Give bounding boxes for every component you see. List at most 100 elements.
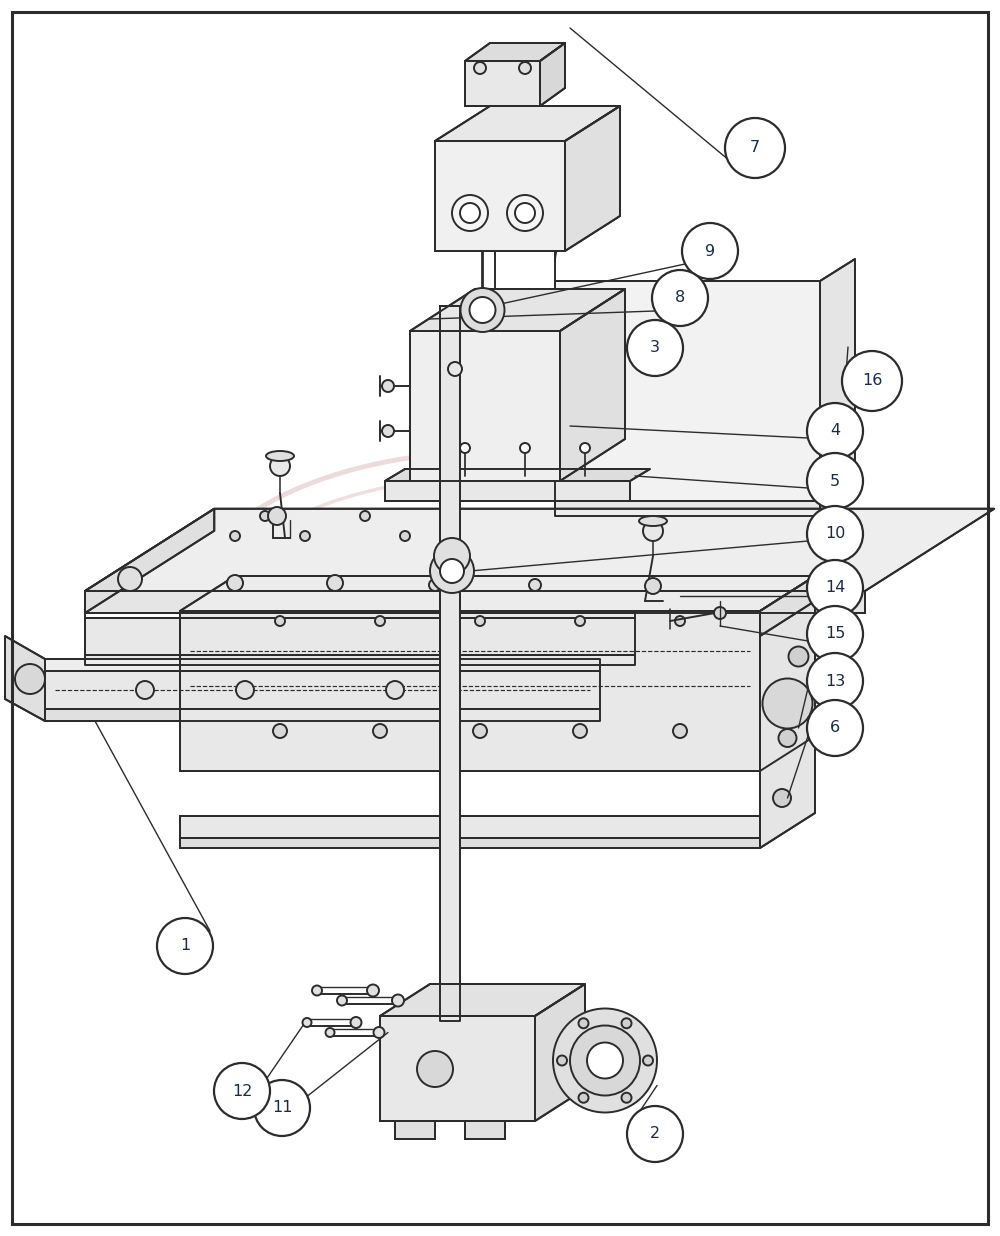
Polygon shape — [180, 576, 815, 611]
Circle shape — [382, 425, 394, 438]
Circle shape — [807, 454, 863, 509]
Circle shape — [807, 606, 863, 662]
Circle shape — [645, 578, 661, 595]
Circle shape — [520, 442, 530, 454]
Circle shape — [460, 442, 470, 454]
Polygon shape — [820, 260, 855, 515]
Circle shape — [622, 1093, 632, 1103]
Circle shape — [326, 1028, 335, 1037]
Polygon shape — [465, 43, 565, 61]
Circle shape — [763, 679, 812, 728]
Circle shape — [214, 1063, 270, 1119]
Circle shape — [553, 1009, 657, 1112]
Circle shape — [268, 507, 286, 525]
Circle shape — [807, 560, 863, 616]
Circle shape — [434, 538, 470, 574]
Circle shape — [460, 203, 480, 222]
Circle shape — [327, 575, 343, 591]
Circle shape — [382, 379, 394, 392]
Circle shape — [807, 700, 863, 756]
Polygon shape — [435, 106, 620, 141]
Text: 12: 12 — [232, 1084, 252, 1099]
Circle shape — [643, 522, 663, 541]
Text: 14: 14 — [825, 581, 845, 596]
Polygon shape — [465, 1121, 505, 1140]
Text: 3: 3 — [650, 340, 660, 356]
Circle shape — [300, 531, 310, 541]
Circle shape — [452, 195, 488, 231]
Circle shape — [643, 1056, 653, 1065]
Circle shape — [627, 1106, 683, 1162]
Text: 13: 13 — [825, 674, 845, 688]
Circle shape — [507, 195, 543, 231]
Text: 5: 5 — [830, 473, 840, 488]
Circle shape — [303, 1018, 312, 1027]
Text: 11: 11 — [272, 1100, 292, 1116]
Circle shape — [386, 681, 404, 700]
Text: 9: 9 — [705, 243, 715, 258]
Polygon shape — [440, 307, 460, 1021]
Circle shape — [312, 985, 322, 995]
Ellipse shape — [266, 451, 294, 461]
Circle shape — [430, 549, 474, 593]
Polygon shape — [435, 141, 565, 251]
Circle shape — [351, 1017, 362, 1028]
Circle shape — [470, 297, 496, 323]
Circle shape — [375, 616, 385, 625]
Circle shape — [337, 995, 347, 1006]
Circle shape — [557, 1056, 567, 1065]
Circle shape — [392, 995, 404, 1006]
Circle shape — [230, 531, 240, 541]
Circle shape — [15, 664, 45, 693]
Circle shape — [587, 1042, 623, 1079]
Polygon shape — [385, 481, 630, 501]
Circle shape — [788, 646, 808, 666]
Polygon shape — [180, 838, 760, 848]
Polygon shape — [85, 509, 994, 591]
Text: 15: 15 — [825, 627, 845, 641]
Circle shape — [773, 789, 791, 807]
Polygon shape — [85, 509, 214, 613]
Circle shape — [778, 729, 796, 747]
Circle shape — [367, 985, 379, 996]
Circle shape — [440, 559, 464, 583]
Circle shape — [474, 62, 486, 74]
Circle shape — [807, 653, 863, 709]
Polygon shape — [380, 984, 585, 1016]
Circle shape — [580, 442, 590, 454]
Text: 8: 8 — [675, 290, 685, 305]
Polygon shape — [535, 984, 585, 1121]
Polygon shape — [45, 659, 600, 671]
Circle shape — [374, 1027, 385, 1038]
Circle shape — [529, 578, 541, 591]
Circle shape — [725, 117, 785, 178]
Polygon shape — [555, 501, 820, 515]
Polygon shape — [395, 1121, 435, 1140]
Circle shape — [570, 1026, 640, 1095]
Polygon shape — [385, 468, 650, 481]
Circle shape — [118, 567, 142, 591]
Ellipse shape — [639, 515, 667, 527]
Circle shape — [675, 616, 685, 625]
Text: 6: 6 — [830, 721, 840, 735]
Polygon shape — [540, 43, 565, 106]
Circle shape — [236, 681, 254, 700]
Circle shape — [273, 724, 287, 738]
Polygon shape — [465, 61, 540, 106]
Circle shape — [275, 616, 285, 625]
Circle shape — [448, 362, 462, 376]
Circle shape — [573, 724, 587, 738]
Circle shape — [157, 918, 213, 974]
Text: 7: 7 — [750, 141, 760, 156]
Circle shape — [652, 269, 708, 326]
Circle shape — [270, 456, 290, 476]
Circle shape — [519, 62, 531, 74]
Circle shape — [460, 288, 505, 332]
Circle shape — [622, 1018, 632, 1028]
Circle shape — [578, 1093, 588, 1103]
Circle shape — [400, 531, 410, 541]
Polygon shape — [45, 709, 600, 721]
Circle shape — [515, 203, 535, 222]
Circle shape — [682, 222, 738, 279]
Polygon shape — [85, 618, 635, 655]
